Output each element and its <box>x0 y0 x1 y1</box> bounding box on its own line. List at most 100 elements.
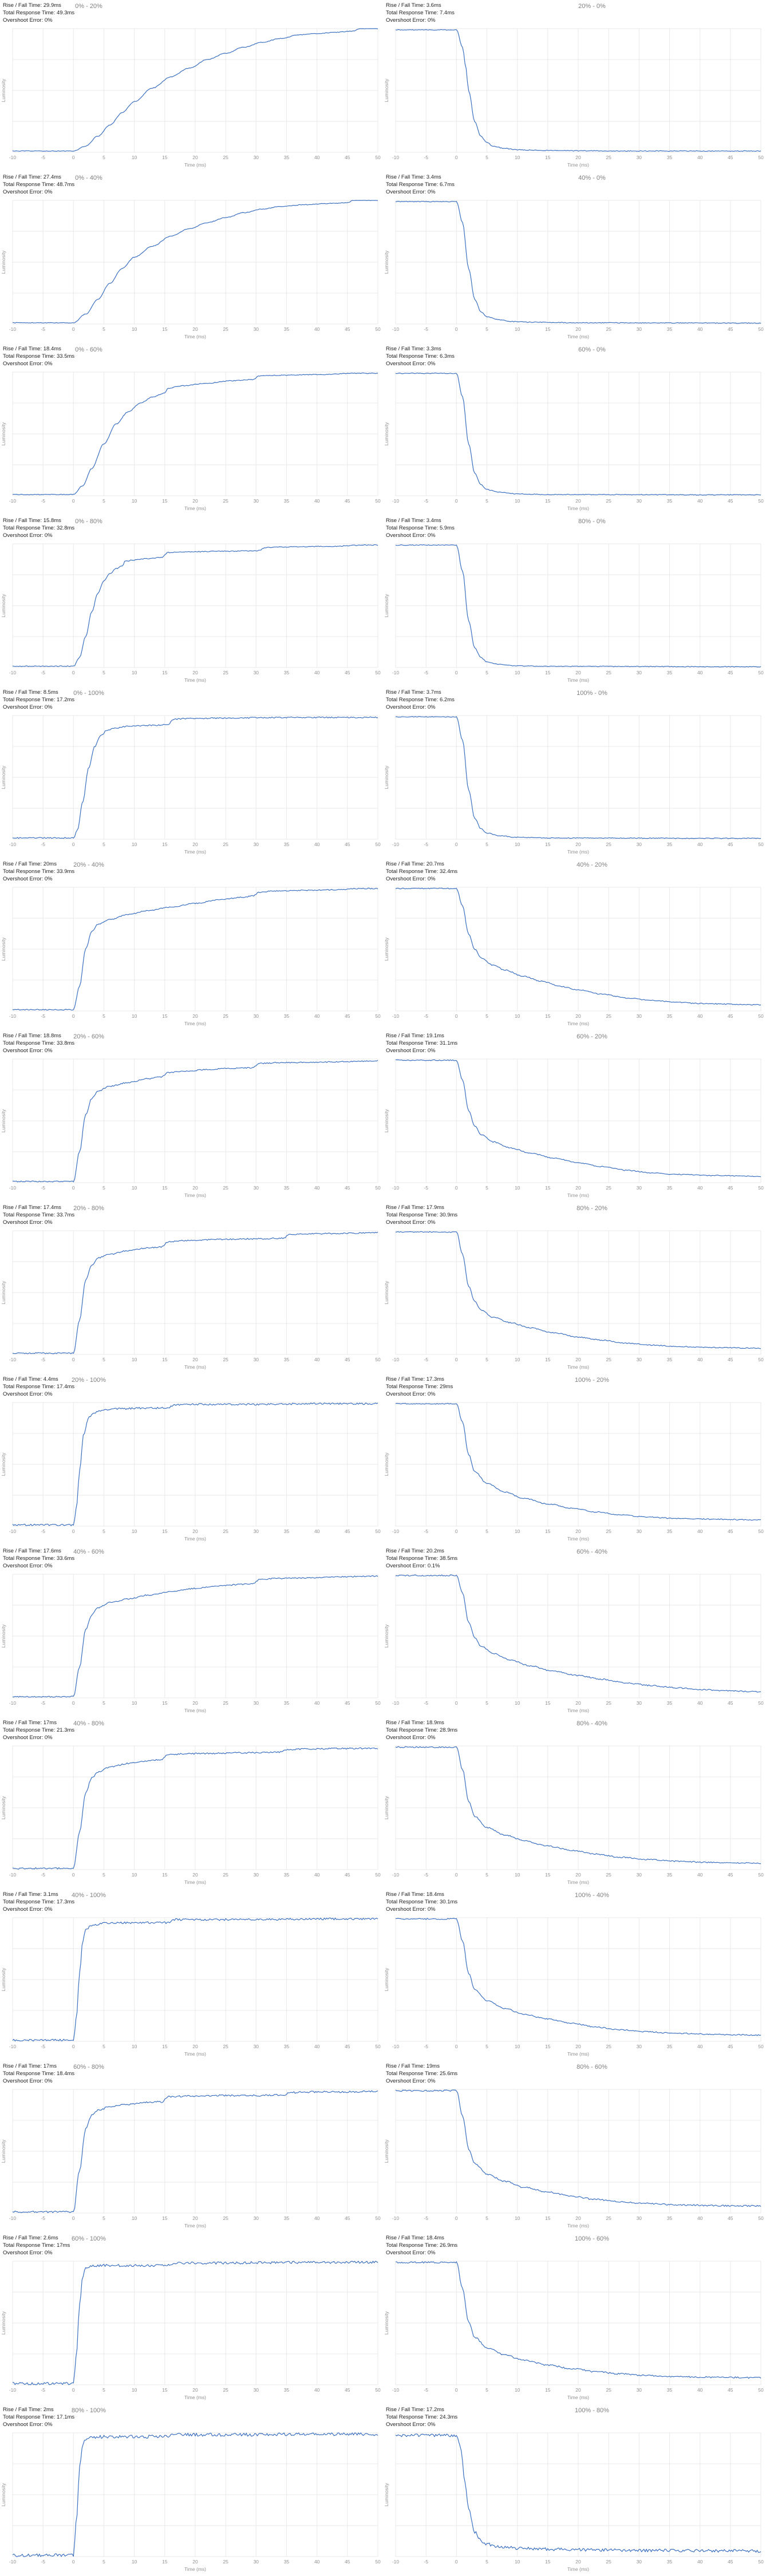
chart-stats: Rise / Fall Time: 15.8ms Total Response … <box>3 517 74 539</box>
x-tick-label: 0 <box>455 1013 458 1019</box>
x-tick-label: 10 <box>132 155 137 160</box>
x-tick-label: -5 <box>424 326 428 332</box>
overshoot-error-stat: Overshoot Error: 0% <box>3 1391 53 1397</box>
rise-fall-time-stat: Rise / Fall Time: 18.4ms <box>3 346 61 352</box>
x-tick-label: 20 <box>192 841 198 847</box>
luminosity-curve <box>12 544 378 667</box>
overshoot-error-stat: Overshoot Error: 0% <box>386 704 436 710</box>
x-tick-label: 0 <box>455 2559 458 2565</box>
luminosity-curve <box>395 29 761 152</box>
chart-title: 40% - 20% <box>577 862 607 868</box>
chart-cell-0-100: Rise / Fall Time: 8.5ms Total Response T… <box>0 687 383 859</box>
x-tick-label: 35 <box>667 2387 673 2393</box>
x-tick-label: 40 <box>314 670 320 675</box>
x-tick-label: 5 <box>102 1185 105 1191</box>
x-tick-label: 10 <box>515 670 520 675</box>
chart-stats: Rise / Fall Time: 3.4ms Total Response T… <box>386 517 455 539</box>
chart-title: 80% - 40% <box>577 1720 607 1727</box>
x-tick-label: 50 <box>758 2044 764 2049</box>
x-tick-label: 25 <box>223 1872 228 1878</box>
x-tick-label: 40 <box>697 1528 703 1534</box>
x-tick-label: 50 <box>375 326 381 332</box>
x-tick-label: 35 <box>667 841 673 847</box>
x-tick-label: 20 <box>192 1357 198 1362</box>
x-tick-label: 40 <box>314 1185 320 1191</box>
x-tick-label: 10 <box>515 841 520 847</box>
x-tick-label: 20 <box>575 1700 581 1706</box>
chart-stats: Rise / Fall Time: 18.8ms Total Response … <box>3 1032 74 1054</box>
y-axis-label: Luminosity <box>384 1281 389 1304</box>
luminosity-curve <box>395 2433 761 2553</box>
x-tick-label: 20 <box>575 670 581 675</box>
luminosity-curve <box>395 1402 761 1521</box>
x-tick-label: 25 <box>223 1528 228 1534</box>
chart-cell-80-100: Rise / Fall Time: 2ms Total Response Tim… <box>0 2404 383 2576</box>
x-tick-label: 45 <box>728 1528 733 1534</box>
x-tick-label: 50 <box>375 1357 381 1362</box>
overshoot-error-stat: Overshoot Error: 0% <box>3 1219 53 1226</box>
x-tick-label: 30 <box>637 326 642 332</box>
x-tick-label: -5 <box>41 2044 45 2049</box>
chart-cell-80-60: Rise / Fall Time: 19ms Total Response Ti… <box>383 2061 766 2233</box>
x-tick-label: 15 <box>162 2044 168 2049</box>
x-tick-label: 5 <box>102 2387 105 2393</box>
x-tick-label: 25 <box>606 670 611 675</box>
x-tick-label: 35 <box>284 1872 290 1878</box>
x-tick-label: -5 <box>424 841 428 847</box>
y-axis-label: Luminosity <box>1 1624 6 1647</box>
x-tick-label: 15 <box>162 155 168 160</box>
rise-fall-time-stat: Rise / Fall Time: 20.7ms <box>386 861 444 867</box>
x-tick-label: 25 <box>223 1700 228 1706</box>
x-tick-label: 10 <box>515 2387 520 2393</box>
x-tick-label: 40 <box>314 1013 320 1019</box>
overshoot-error-stat: Overshoot Error: 0% <box>386 532 436 539</box>
x-tick-label: 30 <box>637 2044 642 2049</box>
chart-plot: -10 -5 0 5 10 15 20 25 30 35 40 45 50 Time (ms) Lumino… <box>384 543 764 683</box>
x-tick-label: 0 <box>455 155 458 160</box>
x-tick-label: 30 <box>637 1013 642 1019</box>
y-axis-label: Luminosity <box>1 1796 6 1819</box>
x-tick-label: 0 <box>455 2044 458 2049</box>
x-tick-label: 0 <box>72 326 75 332</box>
x-tick-label: -10 <box>9 670 17 675</box>
x-axis-label: Time (ms) <box>567 1364 589 1370</box>
luminosity-curve <box>12 716 378 839</box>
x-tick-label: 0 <box>455 2215 458 2221</box>
luminosity-curve <box>12 372 378 496</box>
chart-plot: -10 -5 0 5 10 15 20 25 30 35 40 45 50 Time (ms) Lumino… <box>384 1230 764 1370</box>
x-tick-label: 30 <box>637 2215 642 2221</box>
x-tick-label: 0 <box>455 1357 458 1362</box>
y-axis-label: Luminosity <box>1 78 6 102</box>
x-tick-label: 5 <box>485 2559 488 2565</box>
x-tick-label: -10 <box>9 326 17 332</box>
x-tick-label: 50 <box>375 1872 381 1878</box>
x-tick-label: 30 <box>254 2387 259 2393</box>
chart-cell-60-40: Rise / Fall Time: 20.2ms Total Response … <box>383 1546 766 1717</box>
chart-plot: -10 -5 0 5 10 15 20 25 30 35 40 45 50 Time (ms) Lumino… <box>384 1574 764 1713</box>
x-tick-label: -10 <box>9 2559 17 2565</box>
total-response-time-stat: Total Response Time: 17.3ms <box>3 1899 75 1905</box>
x-tick-label: 40 <box>314 2387 320 2393</box>
x-tick-label: 10 <box>132 1700 137 1706</box>
x-tick-label: 25 <box>223 155 228 160</box>
x-tick-label: 25 <box>606 498 611 504</box>
x-tick-label: 20 <box>575 841 581 847</box>
total-response-time-stat: Total Response Time: 6.7ms <box>386 181 455 188</box>
rise-fall-time-stat: Rise / Fall Time: 17.9ms <box>386 1204 444 1211</box>
x-tick-label: 15 <box>545 670 551 675</box>
x-tick-label: 15 <box>162 670 168 675</box>
x-axis-label: Time (ms) <box>184 2223 206 2229</box>
chart-plot: -10 -5 0 5 10 15 20 25 30 35 40 45 50 Time (ms) Lumino… <box>384 715 764 855</box>
chart-stats: Rise / Fall Time: 18.9ms Total Response … <box>386 1719 457 1741</box>
x-tick-label: -5 <box>41 155 45 160</box>
x-tick-label: 10 <box>515 1528 520 1534</box>
overshoot-error-stat: Overshoot Error: 0% <box>3 2250 53 2256</box>
chart-stats: Rise / Fall Time: 8.5ms Total Response T… <box>3 689 74 711</box>
chart-title: 0% - 80% <box>75 518 102 525</box>
chart-stats: Rise / Fall Time: 19.1ms Total Response … <box>386 1032 457 1054</box>
x-tick-label: 30 <box>637 1872 642 1878</box>
x-tick-label: -5 <box>41 1872 45 1878</box>
x-tick-label: 5 <box>102 1528 105 1534</box>
x-tick-label: 30 <box>637 155 642 160</box>
luminosity-curve <box>12 1402 378 1526</box>
